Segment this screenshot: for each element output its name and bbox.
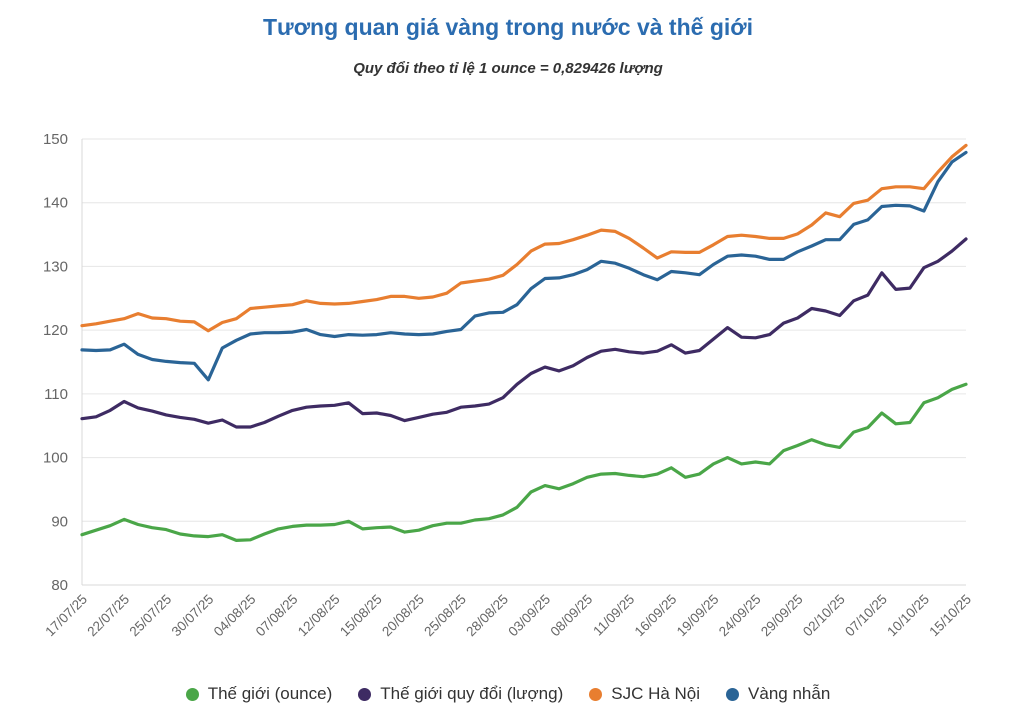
legend: Thế giới (ounce) Thế giới quy đổi (lượng)… <box>0 684 1016 704</box>
y-axis-tick-label: 120 <box>43 322 68 339</box>
x-axis-tick-label: 28/08/25 <box>463 592 511 640</box>
legend-marker-icon <box>726 687 740 701</box>
series-line-3[interactable] <box>80 150 968 382</box>
x-axis-tick-label: 25/07/25 <box>127 592 175 640</box>
y-axis-tick-label: 90 <box>51 513 68 530</box>
legend-label: Thế giới quy đổi (lượng) <box>380 684 564 703</box>
x-axis-tick-label: 08/09/25 <box>547 592 595 640</box>
series-line-0[interactable] <box>80 382 968 542</box>
y-axis-tick-label: 140 <box>43 195 68 212</box>
x-axis-tick-label: 24/09/25 <box>716 592 764 640</box>
y-axis-tick-label: 130 <box>43 258 68 275</box>
x-axis-tick-label: 17/07/25 <box>42 592 90 640</box>
legend-item-3[interactable]: Vàng nhẫn <box>726 684 830 704</box>
chart-subtitle: Quy đổi theo tỉ lệ 1 ounce = 0,829426 lư… <box>353 60 663 77</box>
legend-label: SJC Hà Nội <box>611 684 701 703</box>
x-axis-tick-label: 22/07/25 <box>84 592 132 640</box>
y-axis-tick-label: 150 <box>43 131 68 148</box>
plot-area: 809010011012013014015017/07/2522/07/2525… <box>42 131 974 640</box>
x-axis-tick-label: 12/08/25 <box>295 592 343 640</box>
x-axis-tick-label: 11/09/25 <box>590 592 637 639</box>
y-axis-tick-label: 80 <box>51 577 68 594</box>
series-line-1[interactable] <box>80 237 968 429</box>
y-axis-tick-label: 100 <box>43 450 68 467</box>
legend-item-1[interactable]: Thế giới quy đổi (lượng) <box>358 684 563 704</box>
x-axis-tick-label: 16/09/25 <box>632 592 680 640</box>
x-axis-tick-label: 04/08/25 <box>211 592 259 640</box>
x-axis-tick-label: 20/08/25 <box>379 592 427 640</box>
x-axis-tick-label: 15/08/25 <box>337 592 385 640</box>
chart-title: Tương quan giá vàng trong nước và thế gi… <box>263 14 753 40</box>
legend-marker-icon <box>358 687 372 701</box>
x-axis-tick-label: 07/10/25 <box>842 592 890 640</box>
x-axis-tick-label: 30/07/25 <box>169 592 217 640</box>
x-axis-tick-label: 15/10/25 <box>926 592 974 640</box>
legend-marker-icon <box>185 687 199 701</box>
y-axis-tick-label: 110 <box>44 386 68 403</box>
x-axis-tick-label: 19/09/25 <box>674 592 722 640</box>
legend-item-2[interactable]: SJC Hà Nội <box>589 684 700 704</box>
x-axis-tick-label: 29/09/25 <box>758 592 806 640</box>
x-axis-tick-label: 25/08/25 <box>421 592 469 640</box>
legend-label: Thế giới (ounce) <box>207 684 333 703</box>
x-axis-tick-label: 03/09/25 <box>505 592 553 640</box>
x-axis-tick-label: 07/08/25 <box>253 592 301 640</box>
legend-label: Vàng nhẫn <box>748 684 831 703</box>
legend-marker-icon <box>589 687 603 701</box>
series-line-2[interactable] <box>80 143 968 333</box>
legend-item-0[interactable]: Thế giới (ounce) <box>185 684 333 704</box>
x-axis-tick-label: 10/10/25 <box>884 592 932 640</box>
x-axis-tick-label: 02/10/25 <box>800 592 848 640</box>
